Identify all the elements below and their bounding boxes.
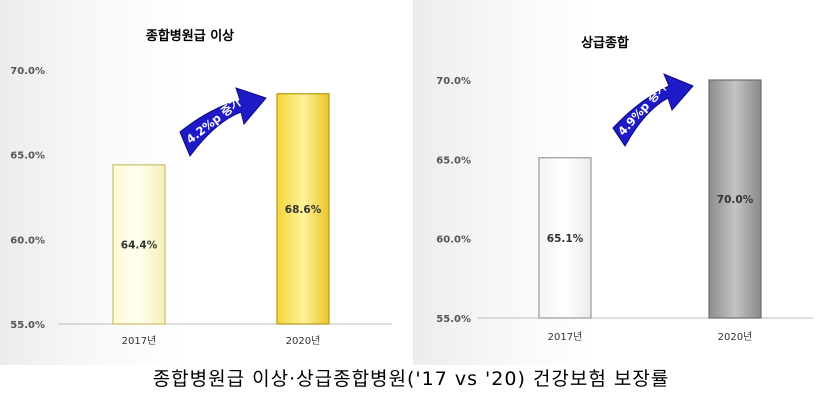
bar-2017년 — [538, 157, 592, 319]
bar-value-label: 65.1% — [547, 233, 584, 245]
bar-2020년 — [276, 93, 330, 325]
chart-panel-tertiary-hospital: 상급종합 55.0% 60.0% 65.0% 70.0% 2017년 2020년 65.… — [413, 0, 822, 365]
arrow-shape — [612, 73, 694, 147]
increase-arrow: 4.2%p 증가 — [179, 87, 267, 158]
bar-value-label: 64.4% — [121, 239, 158, 251]
x-category-label: 2020년 — [286, 335, 321, 347]
y-tick-label: 60.0% — [436, 235, 471, 246]
y-tick-label: 70.0% — [436, 76, 471, 87]
arrow-shape — [179, 87, 267, 158]
chart-title: 상급종합 — [581, 35, 629, 51]
chart-tertiary-hospital: 상급종합 55.0% 60.0% 65.0% 70.0% 2017년 2020년 65.… — [436, 35, 813, 343]
y-tick-label: 70.0% — [10, 66, 45, 77]
chart-panel-general-hospital: 종합병원급 이상 55.0% 60.0% 65.0% 70.0% 2017년 2020년… — [0, 0, 408, 365]
arrow-annotation: 4.2%p 증가 — [184, 95, 244, 146]
bar-2017년 — [112, 164, 166, 325]
y-tick-label: 65.0% — [436, 155, 471, 166]
y-tick-label: 55.0% — [10, 320, 45, 331]
arrow-annotation: 4.9%p 증가 — [615, 80, 669, 138]
figure-caption: 종합병원급 이상·상급종합병원('17 vs '20) 건강보험 보장률 — [152, 368, 670, 390]
y-tick-label: 65.0% — [10, 151, 45, 162]
bar-value-label: 68.6% — [285, 204, 322, 216]
y-tick-label: 55.0% — [436, 314, 471, 325]
x-category-label: 2017년 — [122, 335, 157, 347]
x-category-label: 2017년 — [548, 331, 583, 343]
increase-arrow: 4.9%p 증가 — [612, 73, 694, 147]
y-tick-label: 60.0% — [10, 235, 45, 246]
bar-value-label: 70.0% — [717, 194, 754, 206]
chart-title: 종합병원급 이상 — [146, 28, 234, 44]
chart-general-hospital: 종합병원급 이상 55.0% 60.0% 65.0% 70.0% 2017년 2020년… — [10, 28, 392, 347]
bar-2020년 — [708, 79, 762, 319]
x-category-label: 2020년 — [718, 331, 753, 343]
